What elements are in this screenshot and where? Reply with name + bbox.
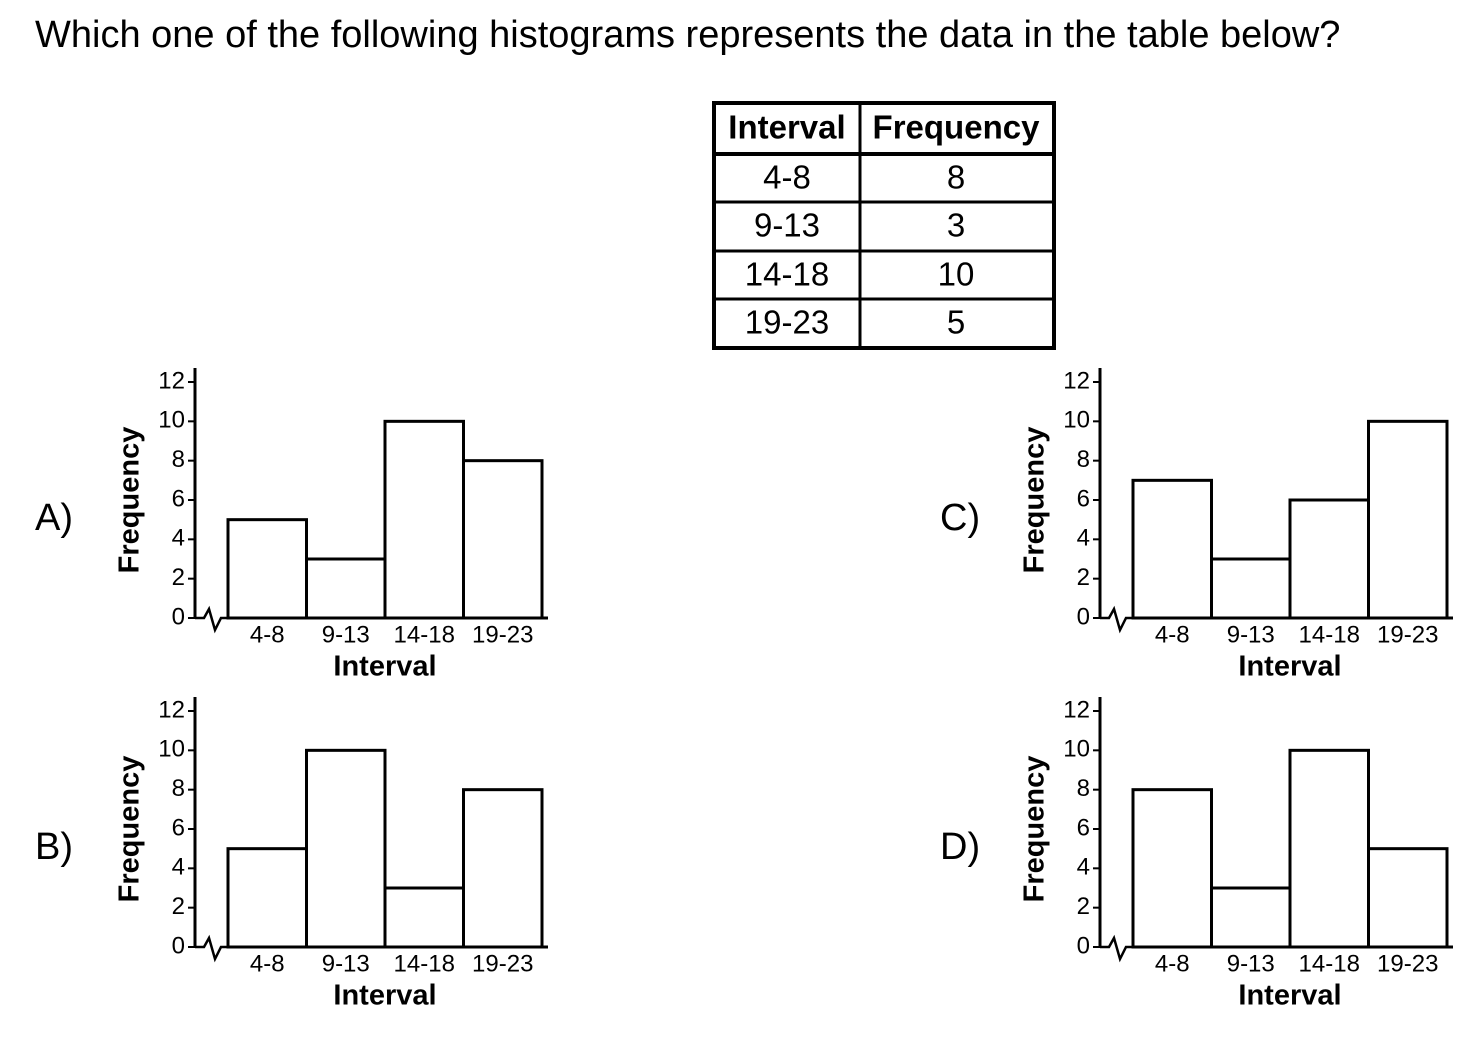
- option-label: A): [35, 497, 73, 539]
- y-axis-label: Frequency: [114, 756, 146, 903]
- bar: [226, 518, 308, 620]
- x-tick-label: 4-8: [1155, 950, 1190, 977]
- y-tick-label: 0: [172, 603, 185, 630]
- bar: [383, 419, 465, 620]
- y-tick-label: 12: [158, 696, 185, 723]
- table-cell: 5: [947, 304, 965, 341]
- bar: [1131, 788, 1213, 949]
- y-tick-label: 2: [1077, 893, 1090, 920]
- y-axis-label: Frequency: [1019, 756, 1051, 903]
- table-cell: 10: [938, 256, 975, 293]
- y-tick-label: 8: [172, 775, 185, 802]
- axis-break: [195, 934, 229, 963]
- x-tick-label: 19-23: [472, 950, 533, 977]
- y-tick-label: 8: [1077, 446, 1090, 473]
- bar: [1288, 498, 1370, 620]
- x-tick-label: 9-13: [1227, 621, 1275, 648]
- y-tick-label: 12: [158, 367, 185, 394]
- y-tick-label: 10: [1063, 407, 1090, 434]
- x-axis-label: Interval: [333, 651, 436, 683]
- y-tick-label: 10: [1063, 736, 1090, 763]
- bar: [1367, 419, 1449, 620]
- table-header: Interval: [728, 109, 845, 146]
- x-tick-label: 4-8: [1155, 621, 1190, 648]
- x-tick-label: 14-18: [1299, 621, 1360, 648]
- y-tick-label: 6: [1077, 485, 1090, 512]
- y-tick-label: 0: [1077, 932, 1090, 959]
- y-tick-label: 10: [158, 407, 185, 434]
- table-cell: 4-8: [763, 159, 811, 196]
- y-tick-label: 4: [172, 525, 185, 552]
- y-tick-label: 0: [1077, 603, 1090, 630]
- y-tick-label: 2: [172, 893, 185, 920]
- x-tick-label: 9-13: [322, 621, 370, 648]
- x-tick-label: 9-13: [1227, 950, 1275, 977]
- question: Which one of the following histograms re…: [35, 14, 1340, 56]
- y-tick-label: 4: [1077, 854, 1090, 881]
- option-label: C): [940, 497, 980, 539]
- bar: [305, 748, 387, 949]
- y-axis-label: Frequency: [1019, 427, 1051, 574]
- x-axis-label: Interval: [1238, 651, 1341, 683]
- bar: [462, 459, 544, 620]
- histogram: A) 0 2 4 6 8 10 12 4-8 9-13 14-18 19-23 Interval Freq…: [35, 367, 548, 683]
- x-tick-label: 14-18: [1299, 950, 1360, 977]
- y-tick-label: 4: [172, 854, 185, 881]
- table-header: Frequency: [873, 109, 1041, 146]
- bar: [1210, 886, 1292, 949]
- x-tick-label: 19-23: [1377, 621, 1438, 648]
- frequency-table: Interval Frequency 4-8 8 9-13 3 14-18 10 19-23 5: [712, 101, 1056, 350]
- bar: [305, 557, 387, 620]
- histogram: B) 0 2 4 6 8 10 12 4-8 9-13 14-18 19-23 Interval Freq…: [35, 696, 548, 1012]
- table-cell: 9-13: [754, 207, 820, 244]
- histogram: D) 0 2 4 6 8 10 12 4-8 9-13 14-18 19-23 Interval Freq…: [940, 696, 1453, 1012]
- y-tick-label: 6: [172, 485, 185, 512]
- x-tick-label: 9-13: [322, 950, 370, 977]
- y-tick-label: 8: [1077, 775, 1090, 802]
- table-border: [712, 101, 1056, 350]
- x-tick-label: 14-18: [394, 950, 455, 977]
- x-tick-label: 14-18: [394, 621, 455, 648]
- y-tick-label: 2: [1077, 564, 1090, 591]
- table-cell: 19-23: [745, 304, 829, 341]
- axis-break: [1100, 605, 1134, 634]
- bar: [1367, 847, 1449, 949]
- y-tick-label: 12: [1063, 367, 1090, 394]
- y-tick-label: 6: [1077, 814, 1090, 841]
- y-tick-label: 2: [172, 564, 185, 591]
- y-tick-label: 6: [172, 814, 185, 841]
- bar: [1288, 748, 1370, 949]
- option-label: D): [940, 826, 980, 868]
- bar: [1131, 478, 1213, 620]
- y-tick-label: 0: [172, 932, 185, 959]
- x-tick-label: 4-8: [250, 621, 285, 648]
- bar: [1210, 557, 1292, 620]
- x-tick-label: 19-23: [1377, 950, 1438, 977]
- bar: [226, 847, 308, 949]
- y-tick-label: 4: [1077, 525, 1090, 552]
- y-tick-label: 10: [158, 736, 185, 763]
- y-tick-label: 8: [172, 446, 185, 473]
- x-axis-label: Interval: [1238, 980, 1341, 1012]
- x-axis-label: Interval: [333, 980, 436, 1012]
- y-axis-label: Frequency: [114, 427, 146, 574]
- x-tick-label: 4-8: [250, 950, 285, 977]
- table-cell: 3: [947, 207, 965, 244]
- bar: [383, 886, 465, 949]
- table-cell: 14-18: [745, 256, 829, 293]
- option-label: B): [35, 826, 73, 868]
- x-tick-label: 19-23: [472, 621, 533, 648]
- table-cell: 8: [947, 159, 965, 196]
- bar: [462, 788, 544, 949]
- y-tick-label: 12: [1063, 696, 1090, 723]
- axis-break: [1100, 934, 1134, 963]
- axis-break: [195, 605, 229, 634]
- histogram: C) 0 2 4 6 8 10 12 4-8 9-13 14-18 19-23 Interval Freq…: [940, 367, 1453, 683]
